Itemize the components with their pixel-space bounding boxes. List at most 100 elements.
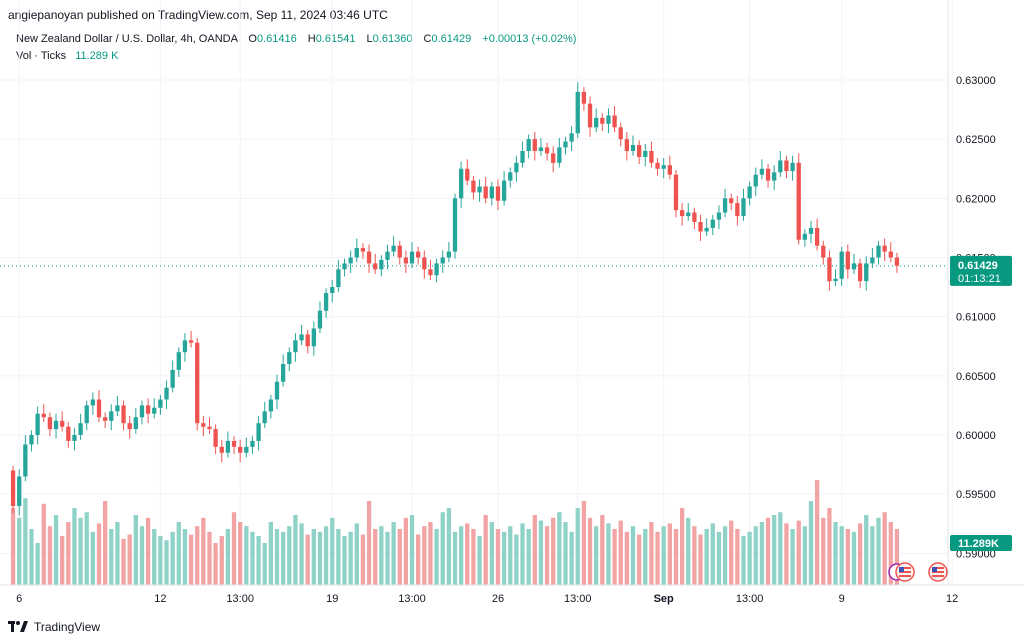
volume-bar	[164, 540, 169, 585]
volume-bar	[458, 526, 464, 585]
volume-bar	[72, 508, 77, 585]
volume-bar	[784, 523, 789, 585]
price-tick-label: 0.61000	[956, 312, 996, 324]
volume-bar	[563, 522, 568, 585]
candle-body	[538, 147, 544, 151]
volume-bar	[342, 536, 347, 585]
candle-body	[643, 151, 648, 157]
candle-body	[888, 251, 893, 258]
volume-bar	[532, 515, 537, 585]
time-axis: 6 12 13:00 19 13:00 26 13:00 Sep 13:00 9 12	[16, 593, 958, 605]
volume-bar	[323, 526, 329, 585]
volume-bar	[409, 515, 415, 585]
candle-body	[109, 411, 114, 421]
candle-body	[458, 168, 464, 199]
volume-bar	[84, 512, 89, 585]
price-axis: 0.630000.625000.620000.615000.610000.605…	[956, 75, 996, 560]
volume-bar	[60, 536, 65, 585]
price-tick-label: 0.62500	[956, 134, 996, 146]
high-label: H	[307, 33, 316, 45]
volume-bar	[53, 515, 59, 585]
candle-body	[121, 405, 126, 424]
candle-body	[839, 251, 844, 279]
volume-bar	[606, 523, 611, 585]
candle-body	[667, 165, 672, 175]
volume-bar	[575, 508, 580, 585]
volume-bar	[440, 512, 445, 585]
candle-body	[704, 227, 709, 232]
time-tick-label: 13:00	[226, 593, 254, 605]
candle-body	[60, 420, 65, 427]
candle-body	[624, 139, 630, 151]
volume-bar	[170, 531, 175, 585]
symbol-name[interactable]: New Zealand Dollar / U.S. Dollar, 4h, OA…	[16, 33, 238, 45]
volume-bar	[618, 520, 623, 585]
last-volume-badge: 11.289K	[950, 535, 1012, 551]
low-label: L	[366, 33, 373, 45]
volume-bar	[630, 526, 636, 585]
candle-body	[238, 446, 243, 453]
volume-bar	[348, 531, 353, 585]
volume-bar	[772, 515, 777, 585]
us-flag-event-icon	[888, 562, 915, 582]
candle-body	[182, 340, 188, 353]
candle-body	[814, 227, 820, 246]
candle-body	[514, 162, 519, 173]
price-tick-label: 0.60500	[956, 371, 996, 383]
candle-body	[569, 133, 574, 142]
volume-bar	[207, 531, 212, 585]
candle-body	[152, 407, 157, 414]
volume-bar	[814, 480, 820, 585]
candle-body	[821, 245, 826, 258]
candle-body	[526, 139, 531, 151]
volume-bar	[839, 526, 844, 585]
volume-bar	[416, 534, 421, 585]
time-tick-label: 19	[326, 593, 338, 605]
volume-bar	[655, 531, 660, 585]
volume-bar	[581, 501, 587, 585]
volume-bar	[587, 517, 593, 585]
volume-bar	[274, 529, 280, 585]
volume-bar	[894, 529, 900, 585]
volume-bar	[704, 529, 709, 585]
volume-bar	[330, 517, 335, 585]
time-tick-label: 12	[154, 593, 166, 605]
volume-bar	[133, 515, 138, 585]
candle-body	[145, 405, 151, 414]
candle-body	[532, 139, 537, 151]
candle-body	[845, 251, 850, 270]
volume-bar	[139, 526, 145, 585]
volume-bar	[544, 526, 550, 585]
candle-body	[96, 399, 102, 418]
candle-body	[342, 263, 347, 270]
volume-bar	[612, 529, 617, 585]
candle-body	[139, 405, 145, 418]
volume-bar	[115, 522, 120, 585]
volume-bar	[753, 526, 758, 585]
candle-body	[765, 168, 771, 181]
volume-bar	[876, 517, 881, 585]
volume-bar	[250, 531, 255, 585]
candle-body	[735, 203, 740, 217]
candle-body	[636, 145, 642, 157]
volume-bar	[808, 501, 814, 585]
volume-bar	[679, 508, 685, 585]
tradingview-logo-icon[interactable]	[8, 621, 28, 633]
price-tick-label: 0.59000	[956, 548, 996, 560]
change-value: +0.00013 (+0.02%)	[482, 33, 577, 45]
candle-body	[440, 257, 445, 264]
price-tick-label: 0.62000	[956, 193, 996, 205]
volume-bar	[514, 534, 519, 585]
volume-bar	[802, 526, 808, 585]
volume-bar	[643, 529, 648, 585]
volume-label[interactable]: Vol · Ticks	[16, 50, 67, 62]
volume-bar	[833, 522, 838, 585]
volume-bar	[636, 534, 642, 585]
volume-bar	[851, 531, 857, 585]
candle-body	[422, 257, 427, 270]
brand-name[interactable]: TradingView	[34, 620, 101, 634]
volume-bar	[109, 529, 114, 585]
time-tick-label: 13:00	[398, 593, 426, 605]
candle-body	[53, 420, 59, 430]
